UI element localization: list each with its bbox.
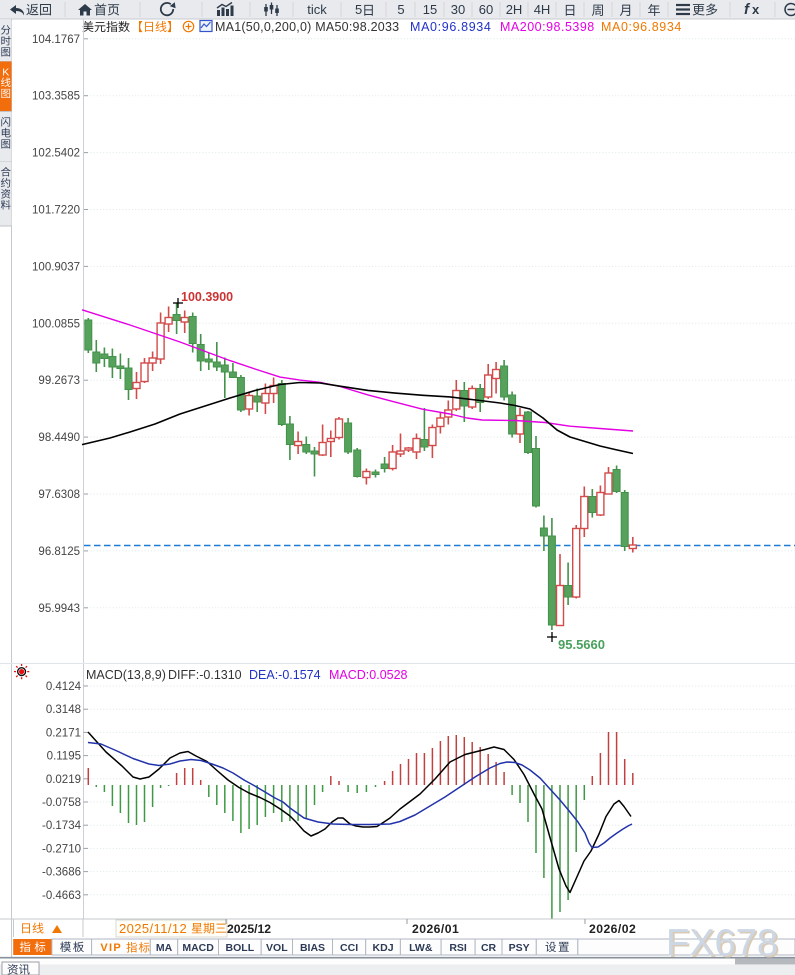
svg-text:LW&: LW&	[409, 942, 433, 954]
svg-text:VOL: VOL	[266, 942, 288, 954]
svg-text:15: 15	[423, 2, 437, 17]
svg-text:MA0:96.8934: MA0:96.8934	[410, 20, 492, 34]
svg-text:MACD:0.0528: MACD:0.0528	[329, 668, 408, 682]
svg-text:2025/12: 2025/12	[227, 922, 271, 936]
svg-text:FX678: FX678	[668, 924, 780, 966]
svg-text:103.3585: 103.3585	[32, 91, 80, 103]
svg-text:RSI: RSI	[449, 942, 467, 954]
svg-text:-0.4663: -0.4663	[42, 890, 81, 902]
svg-text:100.0855: 100.0855	[32, 318, 80, 330]
svg-text:4H: 4H	[534, 2, 551, 17]
svg-text:2026/01: 2026/01	[412, 922, 459, 936]
svg-text:-0.1734: -0.1734	[42, 820, 82, 832]
svg-text:104.1767: 104.1767	[32, 34, 80, 46]
svg-text:98.4490: 98.4490	[38, 432, 80, 444]
svg-text:CR: CR	[481, 942, 497, 954]
svg-text:MACD: MACD	[182, 942, 214, 954]
svg-text:PSY: PSY	[509, 942, 530, 954]
svg-text:K: K	[2, 67, 9, 79]
svg-text:-0.3686: -0.3686	[42, 867, 81, 879]
svg-text:DEA:-0.1574: DEA:-0.1574	[249, 668, 321, 682]
svg-text:tick: tick	[307, 2, 327, 17]
svg-text:0.0219: 0.0219	[46, 774, 81, 786]
svg-text:-0.2710: -0.2710	[42, 843, 81, 855]
svg-text:99.2673: 99.2673	[38, 375, 80, 387]
svg-text:5: 5	[397, 2, 404, 17]
svg-text:FX678: FX678	[666, 923, 778, 965]
svg-text:102.5402: 102.5402	[32, 148, 80, 160]
svg-text:2026/02: 2026/02	[589, 922, 636, 936]
svg-text:DIFF:-0.1310: DIFF:-0.1310	[168, 668, 242, 682]
svg-text:BOLL: BOLL	[226, 942, 255, 954]
svg-text:MACD(13,8,9): MACD(13,8,9)	[86, 668, 166, 682]
svg-text:96.8125: 96.8125	[38, 546, 80, 558]
svg-text:101.7220: 101.7220	[32, 205, 80, 217]
svg-text:0.3148: 0.3148	[46, 704, 81, 716]
svg-text:60: 60	[479, 2, 493, 17]
svg-text:100.9037: 100.9037	[32, 261, 80, 273]
svg-text:MA200:98.5398: MA200:98.5398	[500, 20, 595, 34]
svg-text:2025/11/12: 2025/11/12	[119, 921, 187, 936]
svg-text:30: 30	[451, 2, 465, 17]
svg-text:95.9943: 95.9943	[38, 603, 80, 615]
svg-text:0.2171: 0.2171	[46, 727, 81, 739]
svg-text:100.3900: 100.3900	[181, 290, 233, 304]
svg-text:-0.0758: -0.0758	[42, 797, 81, 809]
svg-text:0.1195: 0.1195	[47, 751, 81, 763]
svg-text:KDJ: KDJ	[373, 942, 394, 954]
svg-text:MA1(50,0,200,0) MA50:98.2033: MA1(50,0,200,0) MA50:98.2033	[215, 20, 399, 34]
svg-text:95.5660: 95.5660	[558, 637, 605, 652]
svg-text:f: f	[744, 1, 751, 18]
svg-text:0.4124: 0.4124	[46, 681, 82, 693]
svg-text:MA: MA	[156, 942, 173, 954]
svg-text:BIAS: BIAS	[300, 942, 325, 954]
svg-text:MA0:96.8934: MA0:96.8934	[601, 20, 682, 34]
svg-text:CCI: CCI	[340, 942, 358, 954]
svg-text:5: 5	[355, 2, 362, 17]
svg-text:2H: 2H	[506, 2, 523, 17]
svg-text:97.6308: 97.6308	[38, 489, 80, 501]
svg-text:x: x	[752, 2, 760, 17]
svg-text:VIP: VIP	[100, 942, 122, 954]
